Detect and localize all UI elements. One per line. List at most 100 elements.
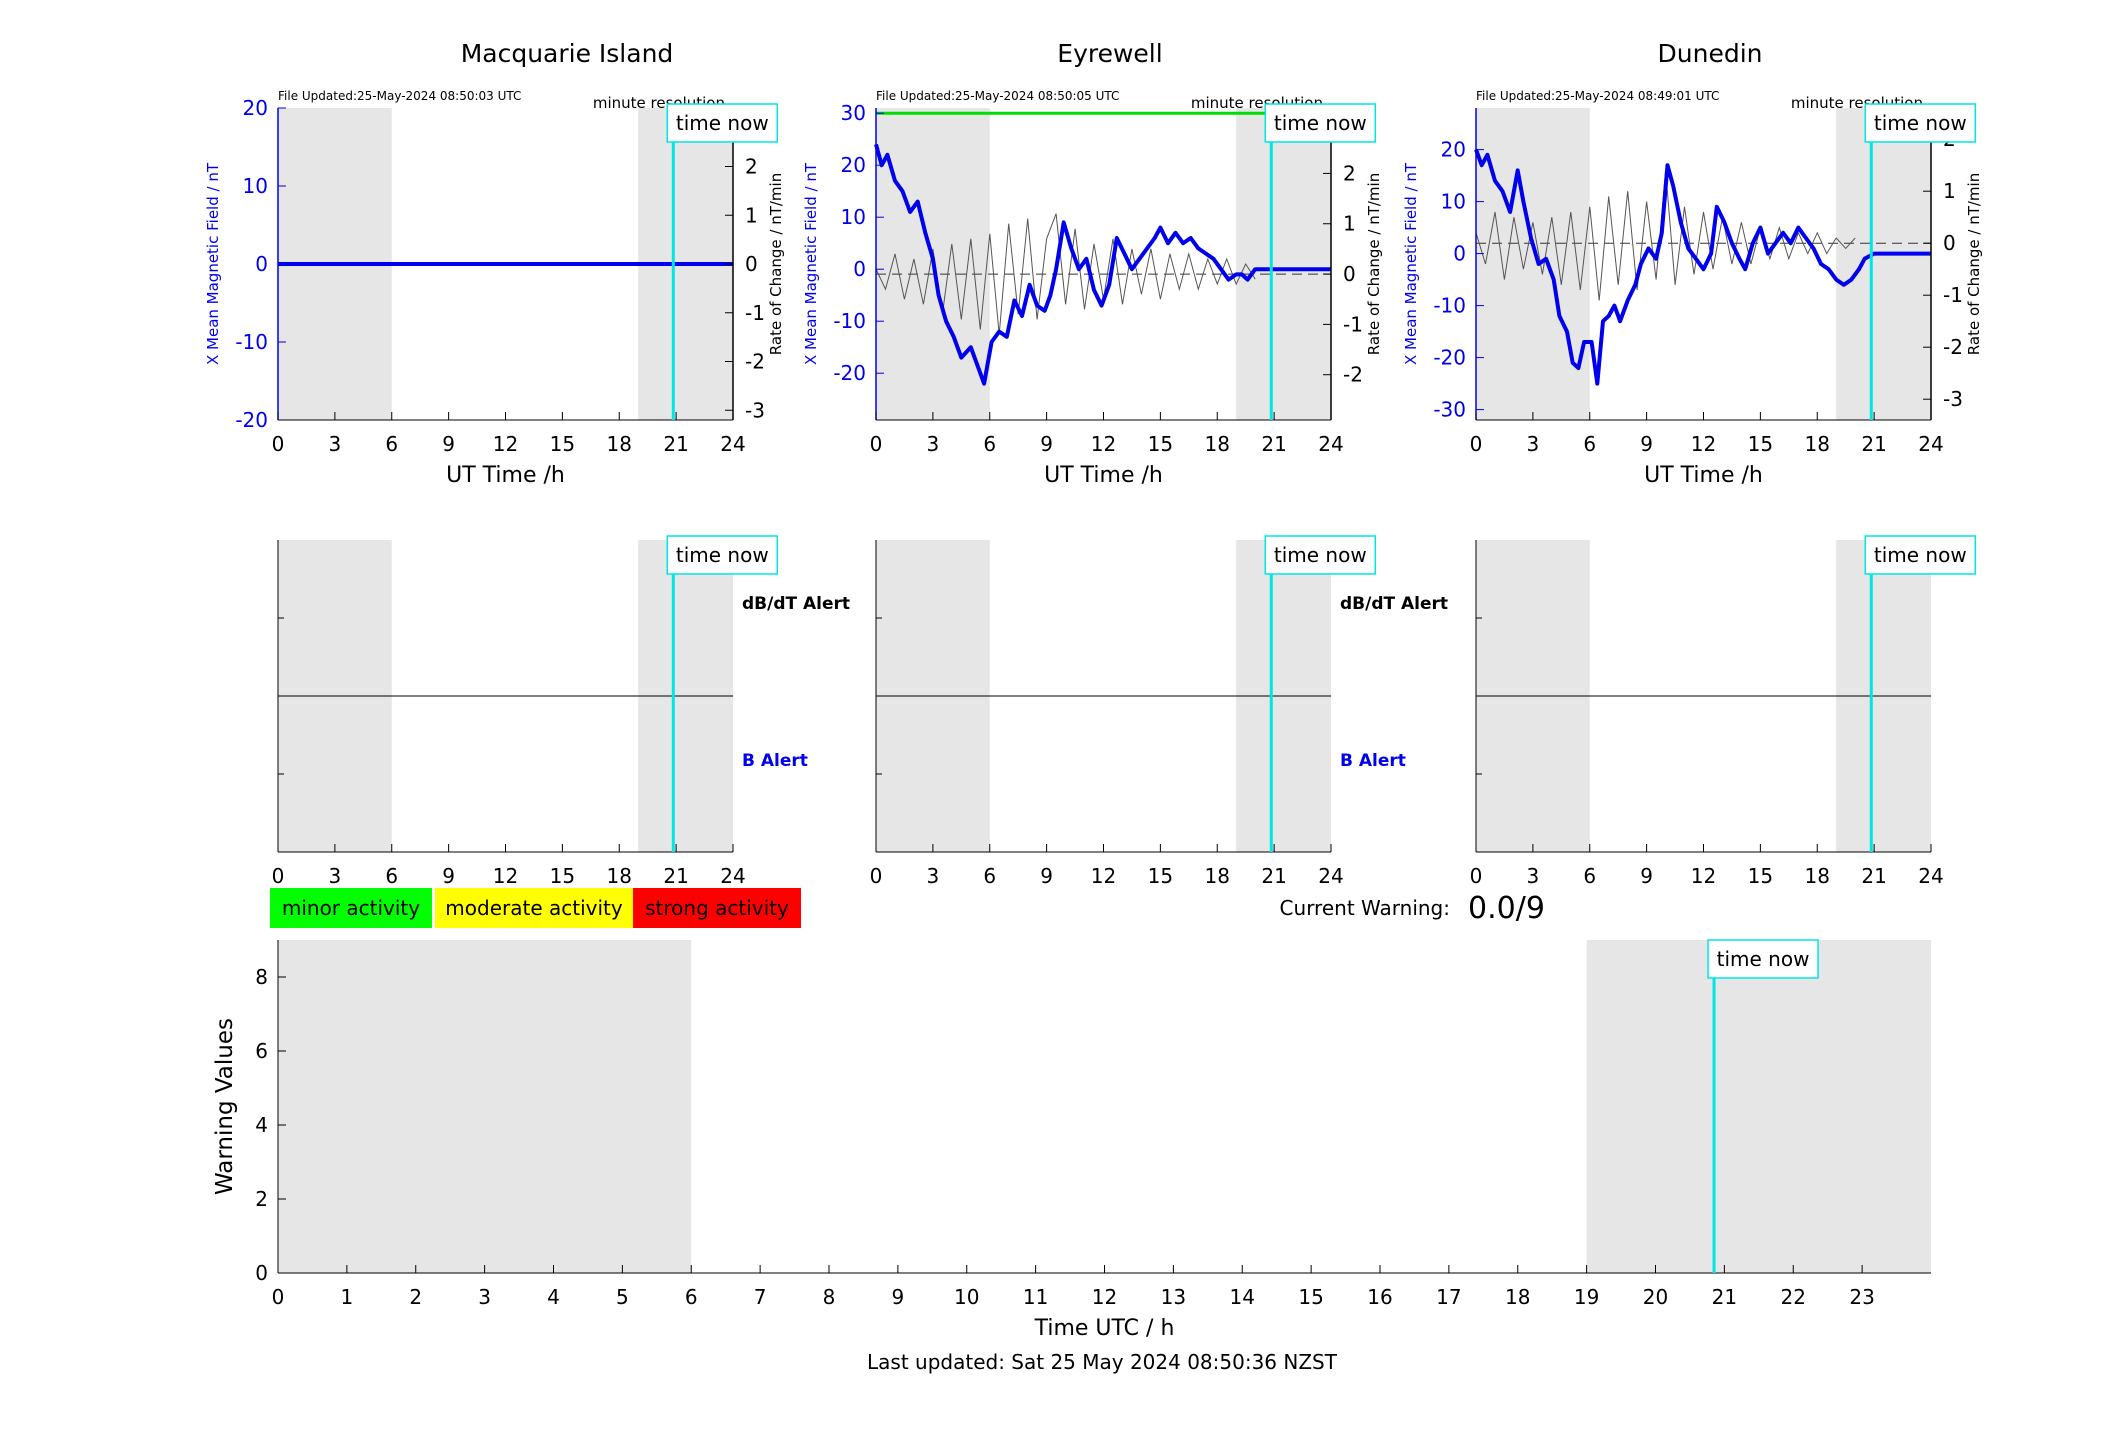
time-now-label: time now [1274, 111, 1367, 135]
x-tick-label: 18 [1805, 864, 1830, 888]
warning-y-tick-label: 0 [255, 1261, 268, 1285]
x-tick-label: 15 [1148, 432, 1173, 456]
x-tick-label: 5 [616, 1285, 629, 1309]
legend-strong-label: strong activity [645, 896, 789, 920]
x-tick-label: 2 [409, 1285, 422, 1309]
y-tick-label-left: 30 [841, 101, 866, 125]
x-tick-label: 3 [927, 864, 940, 888]
night-shade-1 [1236, 108, 1331, 420]
y-tick-label-right: 1 [745, 203, 758, 227]
y-axis-label-right: Rate of Change / nT/min [767, 173, 785, 355]
x-axis-label: UT Time /h [1644, 463, 1763, 488]
x-tick-label: 21 [1861, 432, 1886, 456]
x-tick-label: 18 [1205, 432, 1230, 456]
y-tick-label-right: 2 [745, 155, 758, 179]
y-tick-label-left: -20 [833, 361, 866, 385]
x-tick-label: 23 [1849, 1285, 1874, 1309]
x-tick-label: 15 [1148, 864, 1173, 888]
x-tick-label: 12 [1091, 432, 1116, 456]
y-tick-label-right: -2 [1343, 363, 1363, 387]
x-tick-label: 6 [385, 432, 398, 456]
field-plot-dunedin: -30-20-1001020-3-2-101203691215182124UT … [1402, 103, 1983, 488]
time-now-label: time now [1274, 543, 1367, 567]
y-axis-label-left: X Mean Magnetic Field / nT [1402, 162, 1420, 365]
night-shade-1 [1836, 108, 1931, 420]
x-tick-label: 24 [1318, 432, 1343, 456]
x-tick-label: 24 [720, 864, 745, 888]
x-tick-label: 15 [550, 864, 575, 888]
b-alert-label-macquarie: B Alert [742, 751, 808, 771]
y-tick-label-left: -10 [1433, 294, 1466, 318]
y-tick-label-right: 1 [1343, 212, 1356, 236]
x-tick-label: 16 [1367, 1285, 1392, 1309]
y-tick-label-right: 0 [745, 252, 758, 276]
y-tick-label-left: 10 [841, 205, 866, 229]
file-updated-dunedin: File Updated:25-May-2024 08:49:01 UTC [1476, 89, 1719, 103]
x-tick-label: 0 [1470, 864, 1483, 888]
x-tick-label: 6 [685, 1285, 698, 1309]
alert-plot-dunedin: 0 3 6 9 12 15 18 21 24 time now [1470, 535, 1977, 888]
y-tick-label-left: 0 [853, 257, 866, 281]
y-tick-label-left: -10 [235, 330, 268, 354]
time-now-box [666, 535, 779, 575]
x-tick-label: 24 [720, 432, 745, 456]
x-tick-label: 0 [272, 864, 285, 888]
x-tick-label: 15 [1298, 1285, 1323, 1309]
time-now-label: time now [1874, 111, 1967, 135]
x-tick-label: 9 [442, 432, 455, 456]
chart-title-macquarie: Macquarie Island [461, 39, 674, 68]
x-tick-label: 0 [1470, 432, 1483, 456]
time-now-box [1864, 103, 1977, 143]
x-tick-label: 22 [1781, 1285, 1806, 1309]
chart-title-dunedin: Dunedin [1658, 39, 1763, 68]
file-updated-macquarie: File Updated:25-May-2024 08:50:03 UTC [278, 89, 521, 103]
x-tick-label: 11 [1023, 1285, 1048, 1309]
x-tick-label: 3 [1527, 864, 1540, 888]
x-tick-label: 3 [329, 432, 342, 456]
last-updated-text: Last updated: Sat 25 May 2024 08:50:36 N… [867, 1350, 1338, 1374]
x-tick-label: 21 [1861, 864, 1886, 888]
x-tick-label: 12 [1092, 1285, 1117, 1309]
x-tick-label: 0 [870, 432, 883, 456]
time-now-label: time now [1874, 543, 1967, 567]
field-series [874, 143, 1331, 386]
y-axis-label-left: X Mean Magnetic Field / nT [802, 162, 820, 365]
activity-legend: minor activity moderate activity strong … [270, 888, 801, 928]
b-alert-label-eyrewell: B Alert [1340, 751, 1406, 771]
y-tick-label-left: 10 [1441, 190, 1466, 214]
y-axis-label-right: Rate of Change / nT/min [1965, 173, 1983, 355]
x-tick-label: 19 [1574, 1285, 1599, 1309]
legend-strong-swatch [633, 888, 801, 928]
warning-y-tick-label: 2 [255, 1187, 268, 1211]
warning-y-tick-label: 8 [255, 965, 268, 989]
time-now-box [1264, 535, 1377, 575]
x-tick-label: 18 [1805, 432, 1830, 456]
alert-plot-eyrewell: 0 3 6 9 12 15 18 21 24 time now [870, 535, 1377, 888]
x-tick-label: 8 [823, 1285, 836, 1309]
y-tick-label-right: -1 [1343, 312, 1363, 336]
x-tick-label: 15 [1748, 432, 1773, 456]
alert-plot-macquarie: 0 3 6 9 12 15 18 21 24 time now [272, 535, 779, 888]
x-tick-label: 6 [1583, 432, 1596, 456]
x-tick-label: 18 [1505, 1285, 1530, 1309]
legend-moderate-label: moderate activity [445, 896, 623, 920]
x-tick-label: 3 [329, 864, 342, 888]
time-now-label: time now [676, 111, 769, 135]
y-tick-label-left: -20 [235, 408, 268, 432]
x-tick-label: 21 [1712, 1285, 1737, 1309]
x-tick-label: 6 [983, 864, 996, 888]
x-tick-label: 0 [870, 864, 883, 888]
x-tick-label: 1 [341, 1285, 354, 1309]
x-tick-label: 0 [272, 1285, 285, 1309]
y-tick-label-right: 2 [1343, 161, 1356, 185]
night-shade-0 [278, 940, 692, 1273]
x-tick-label: 15 [550, 432, 575, 456]
x-tick-label: 9 [442, 864, 455, 888]
y-tick-label-right: -1 [1943, 283, 1963, 307]
time-now-box [1264, 103, 1377, 143]
current-warning-value: 0.0/9 [1468, 891, 1545, 926]
x-tick-label: 9 [1040, 864, 1053, 888]
